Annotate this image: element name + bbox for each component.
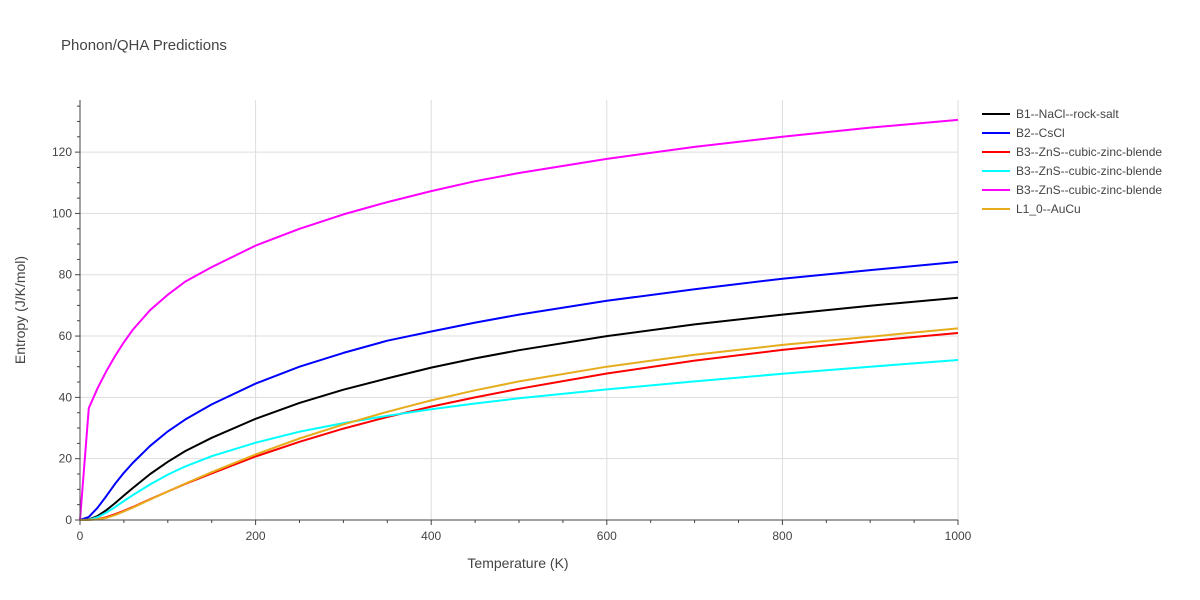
legend: B1--NaCl--rock-salt B2--CsCl B3--ZnS--cubi… bbox=[982, 107, 1162, 216]
y-tick-label: 80 bbox=[59, 268, 73, 282]
chart-title: Phonon/QHA Predictions bbox=[61, 37, 227, 54]
series-lines bbox=[79, 118, 959, 521]
legend-label: B1--NaCl--rock-salt bbox=[1016, 107, 1119, 121]
x-tick-label: 0 bbox=[77, 529, 84, 543]
legend-label: B3--ZnS--cubic-zinc-blende bbox=[1016, 145, 1162, 159]
x-tick-label: 1000 bbox=[945, 529, 972, 543]
x-tick-label: 800 bbox=[772, 529, 792, 543]
legend-label: B3--ZnS--cubic-zinc-blende bbox=[1016, 164, 1162, 178]
legend-label: L1_0--AuCu bbox=[1016, 202, 1081, 216]
y-tick-label: 100 bbox=[52, 206, 72, 220]
series-line-2 bbox=[79, 260, 959, 521]
y-tick-label: 120 bbox=[52, 145, 72, 159]
y-tick-label: 40 bbox=[59, 390, 73, 404]
legend-label: B2--CsCl bbox=[1016, 126, 1065, 140]
x-axis-title: Temperature (K) bbox=[467, 555, 568, 571]
series-line-3 bbox=[79, 332, 959, 521]
series-line-4 bbox=[79, 359, 959, 521]
series-line-1 bbox=[79, 296, 959, 521]
y-axis-title: Entropy (J/K/mol) bbox=[12, 256, 28, 364]
series-line-6 bbox=[79, 327, 959, 521]
y-tick-label: 0 bbox=[65, 513, 72, 527]
axes: 0 200 400 600 800 1000 0 20 40 60 80 100 120 bbox=[52, 100, 972, 543]
y-tick-label: 60 bbox=[59, 329, 73, 343]
x-tick-label: 200 bbox=[246, 529, 266, 543]
y-tick-label: 20 bbox=[59, 452, 73, 466]
x-tick-label: 600 bbox=[597, 529, 617, 543]
series-line-5 bbox=[79, 118, 959, 521]
x-tick-label: 400 bbox=[421, 529, 441, 543]
legend-label: B3--ZnS--cubic-zinc-blende bbox=[1016, 183, 1162, 197]
